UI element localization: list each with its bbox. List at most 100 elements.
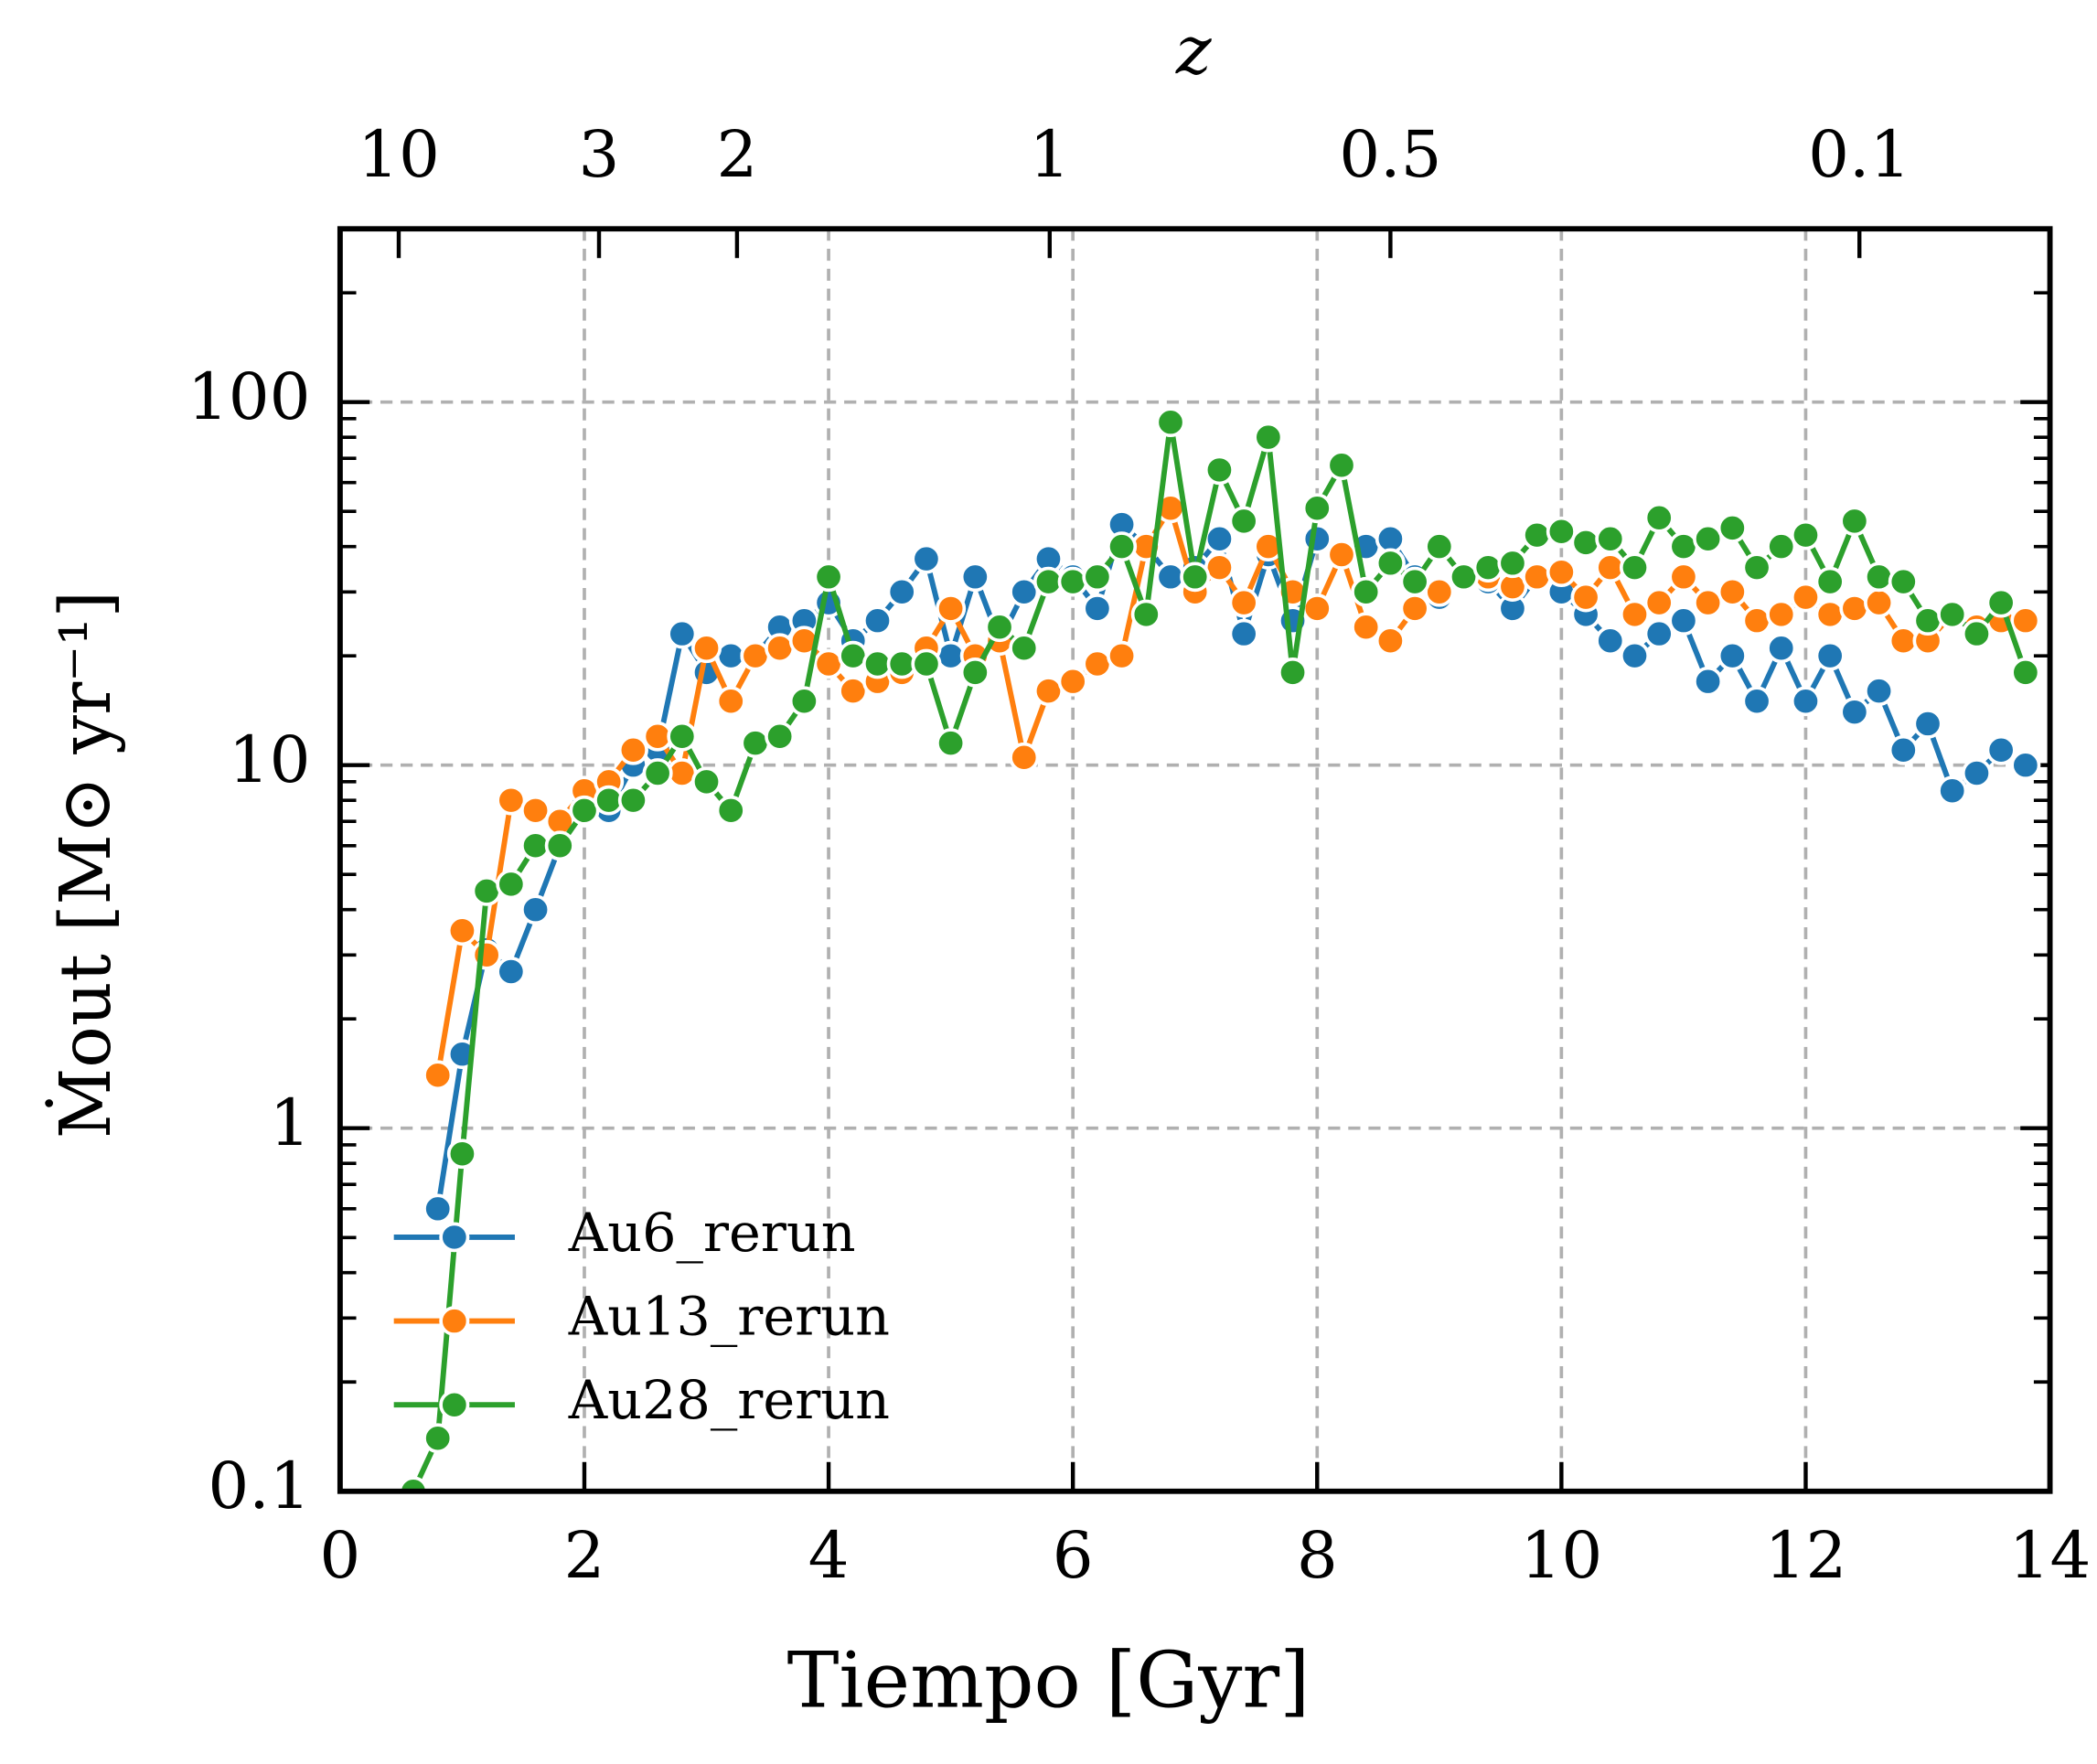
data-point <box>1985 587 2017 618</box>
data-point <box>1668 605 1699 636</box>
data-point <box>936 593 967 624</box>
data-point <box>423 1193 454 1224</box>
data-point <box>667 618 698 649</box>
data-point <box>1228 506 1259 537</box>
x-tick-label: 14 <box>2009 1518 2092 1593</box>
data-point <box>1057 566 1088 597</box>
data-point <box>1472 552 1503 583</box>
data-point <box>715 686 746 717</box>
data-point <box>1985 734 2017 765</box>
data-point <box>1790 686 1821 717</box>
x-tick-label: 6 <box>1053 1518 1094 1593</box>
data-point <box>1717 512 1748 543</box>
data-point <box>1253 422 1284 453</box>
data-point <box>1766 599 1797 630</box>
data-point <box>1522 561 1553 593</box>
legend-label: Au28_rerun <box>568 1369 890 1431</box>
x-tick-label: 2 <box>564 1518 605 1593</box>
data-point <box>1693 523 1724 554</box>
data-point <box>617 734 648 765</box>
data-point <box>1912 605 1943 636</box>
x-tick-label: 8 <box>1297 1518 1338 1593</box>
data-point <box>1790 582 1821 613</box>
data-point <box>813 561 844 593</box>
data-point <box>690 633 722 664</box>
data-point <box>1424 531 1455 562</box>
data-point <box>1961 758 1992 788</box>
data-point <box>1351 576 1382 607</box>
x-tick-label: 4 <box>808 1518 850 1593</box>
data-point <box>1375 625 1406 657</box>
x-tick-label: 12 <box>1765 1518 1847 1593</box>
data-point <box>1375 548 1406 579</box>
data-point <box>1301 523 1332 554</box>
data-point <box>1595 523 1626 554</box>
top-axis-label: z <box>1175 12 1212 90</box>
data-point <box>1130 599 1161 630</box>
data-point <box>544 830 575 861</box>
data-point <box>1180 561 1211 593</box>
data-point <box>1326 540 1357 570</box>
data-point <box>1155 407 1186 438</box>
data-point <box>984 612 1015 643</box>
legend-marker <box>439 1389 470 1420</box>
data-point <box>1326 450 1357 481</box>
data-point <box>1643 502 1674 533</box>
data-point <box>1741 686 1772 717</box>
data-point <box>1766 633 1797 664</box>
data-point <box>423 1060 454 1091</box>
data-point <box>1741 552 1772 583</box>
y-tick-label: 1 <box>270 1085 311 1160</box>
top-tick-label: 1 <box>1029 117 1070 192</box>
data-point <box>1301 493 1332 524</box>
data-point <box>1937 599 1968 630</box>
data-point <box>1057 666 1088 697</box>
legend-marker <box>439 1306 470 1336</box>
data-point <box>1839 593 1870 624</box>
data-point <box>1888 734 1919 765</box>
y-axis-label: Ṁout [M⊙ yr⁻¹] <box>45 591 126 1139</box>
data-point <box>911 543 942 574</box>
data-point <box>1668 561 1699 593</box>
y-tick-label: 100 <box>187 359 311 434</box>
top-tick-label: 0.5 <box>1339 117 1441 192</box>
data-point <box>1301 593 1332 624</box>
top-tick-label: 0.1 <box>1808 117 1910 192</box>
data-point <box>1107 531 1138 562</box>
data-point <box>496 869 527 900</box>
data-point <box>617 785 648 816</box>
data-point <box>1351 612 1382 643</box>
data-point <box>1693 587 1724 618</box>
data-point <box>1570 528 1601 558</box>
data-point <box>1595 625 1626 657</box>
y-tick-label: 10 <box>229 722 311 797</box>
data-point <box>1497 548 1528 579</box>
legend-label: Au13_rerun <box>568 1286 890 1348</box>
x-axis-label: Tiempo [Gyr] <box>787 1636 1311 1726</box>
data-point <box>740 728 771 758</box>
data-point <box>1009 633 1040 664</box>
data-point <box>1814 566 1846 597</box>
data-point <box>1546 557 1577 588</box>
data-point <box>642 758 673 788</box>
data-point <box>911 648 942 679</box>
data-point <box>1399 566 1430 597</box>
data-point <box>446 915 477 946</box>
data-point <box>1278 657 1309 688</box>
data-point <box>1790 519 1821 551</box>
data-point <box>1717 576 1748 607</box>
data-point <box>959 561 990 593</box>
data-point <box>2010 750 2041 781</box>
data-point <box>1814 599 1846 630</box>
legend-label: Au6_rerun <box>568 1202 856 1264</box>
data-point <box>520 795 551 826</box>
data-point <box>959 657 990 688</box>
data-point <box>1766 531 1797 562</box>
legend-marker <box>439 1222 470 1253</box>
data-point <box>1814 640 1846 671</box>
data-point <box>1619 640 1651 671</box>
data-point <box>1107 640 1138 671</box>
data-point <box>1937 775 1968 807</box>
top-tick-label: 2 <box>716 117 757 192</box>
